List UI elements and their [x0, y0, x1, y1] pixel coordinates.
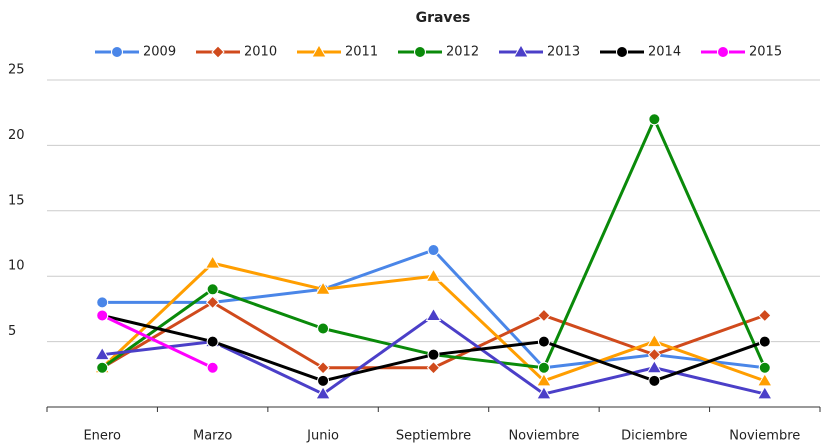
x-tick-label: Marzo: [193, 429, 232, 444]
marker: [317, 322, 330, 335]
x-tick-label: Diciembre: [621, 429, 687, 444]
y-tick-label: 10: [8, 259, 25, 274]
legend-marker: [414, 46, 426, 58]
marker: [94, 346, 111, 361]
marker: [96, 309, 109, 322]
marker: [317, 374, 330, 387]
y-tick-label: 25: [8, 63, 25, 78]
legend-label: 2013: [547, 45, 580, 60]
marker: [315, 385, 331, 400]
marker: [646, 333, 663, 348]
marker: [536, 385, 552, 400]
marker: [206, 361, 219, 374]
marker: [206, 335, 219, 348]
x-tick-label: Noviembre: [729, 429, 800, 444]
marker: [425, 268, 442, 282]
legend-label: 2010: [244, 45, 277, 60]
legend-marker: [311, 44, 327, 58]
marker: [758, 308, 772, 323]
marker: [537, 361, 550, 374]
marker: [756, 385, 773, 400]
legend-marker: [111, 46, 123, 58]
marker: [96, 361, 109, 374]
marker: [96, 296, 109, 309]
marker: [204, 255, 221, 269]
y-tick-label: 15: [8, 193, 25, 208]
marker: [206, 283, 219, 296]
x-tick-label: Junio: [306, 429, 339, 444]
marker: [758, 361, 771, 374]
y-tick-label: 5: [8, 324, 16, 339]
x-tick-label: Enero: [83, 429, 121, 444]
marker: [426, 361, 441, 375]
legend-marker: [211, 45, 225, 59]
marker: [646, 359, 663, 374]
legend-marker: [717, 46, 729, 58]
legend-marker: [616, 46, 628, 58]
marker: [537, 335, 550, 348]
series-line: [101, 117, 767, 370]
marker: [537, 308, 551, 323]
marker: [648, 374, 661, 387]
marker: [536, 372, 552, 387]
legend-label: 2009: [143, 45, 176, 60]
marker: [427, 348, 440, 361]
legend-label: 2012: [446, 45, 479, 60]
marker: [315, 281, 331, 295]
marker: [427, 244, 440, 257]
y-tick-label: 20: [8, 128, 25, 143]
legend-label: 2014: [648, 45, 681, 60]
marker: [648, 113, 661, 126]
marker: [205, 295, 220, 310]
x-tick-label: Septiembre: [396, 429, 471, 444]
series-line: [101, 314, 214, 370]
marker: [425, 307, 442, 321]
x-tick-label: Noviembre: [508, 429, 579, 444]
legend-label: 2011: [345, 45, 378, 60]
marker: [758, 335, 771, 348]
legend-marker: [513, 44, 529, 58]
marker: [316, 361, 330, 375]
marker: [756, 372, 773, 387]
legend-label: 2015: [749, 45, 782, 60]
chart-title: Graves: [416, 10, 471, 26]
